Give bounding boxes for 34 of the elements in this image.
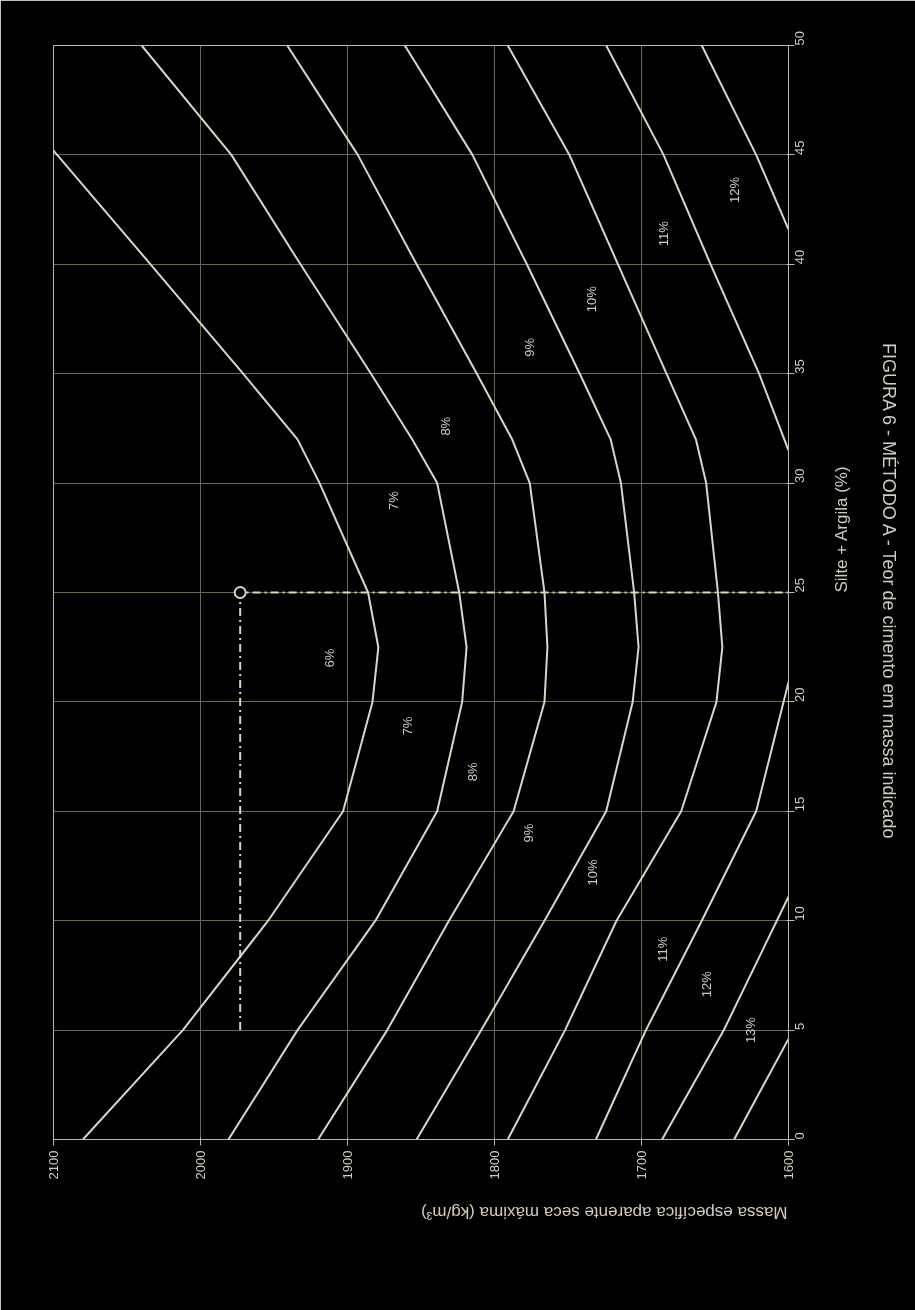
y-axis-title: Silte + Argila (%) [832, 466, 851, 593]
x-tick-label: 2100 [46, 1150, 61, 1180]
x-tick-label: 1800 [487, 1150, 502, 1180]
y-tick-label: 10 [792, 906, 807, 921]
annotation: 12% [726, 176, 742, 203]
y-tick-label: 0 [792, 1132, 807, 1140]
annotation: 8% [464, 762, 480, 782]
x-axis-title: Massa específica aparente seca máxima (kg/m³) [420, 1202, 788, 1222]
y-tick-label: 45 [792, 140, 807, 155]
y-tick-label: 25 [792, 578, 807, 593]
annotation: 7% [385, 490, 401, 510]
annotation: 10% [584, 285, 600, 313]
y-tick-label: 35 [792, 359, 807, 374]
x-tick-label: 1700 [634, 1150, 649, 1180]
y-tick-label: 50 [792, 31, 807, 46]
y-tick-label: 20 [792, 687, 807, 702]
y-tick-label: 30 [792, 468, 807, 484]
annotation: 12% [698, 970, 714, 998]
annotation: 7% [400, 716, 416, 736]
y-tick-label: 40 [792, 249, 807, 265]
annotation: 9% [520, 823, 536, 843]
x-tick-label: 1900 [340, 1150, 355, 1180]
x-tick-label: 1600 [781, 1150, 796, 1180]
annotation: 6% [322, 648, 338, 668]
annotation: 11% [656, 220, 672, 247]
annotation: 10% [585, 859, 601, 886]
annotation: 9% [522, 337, 538, 357]
text: FIGURA 6 - MÉTODO A - Teor de cimento em massa indicado [878, 343, 899, 839]
x-tick-label: 2000 [193, 1150, 208, 1180]
annotation: 8% [438, 416, 454, 436]
y-tick-label: 5 [792, 1022, 807, 1031]
annotation: 13% [742, 1016, 758, 1044]
annotation: 11% [654, 936, 670, 962]
y-tick-label: 15 [792, 796, 807, 812]
